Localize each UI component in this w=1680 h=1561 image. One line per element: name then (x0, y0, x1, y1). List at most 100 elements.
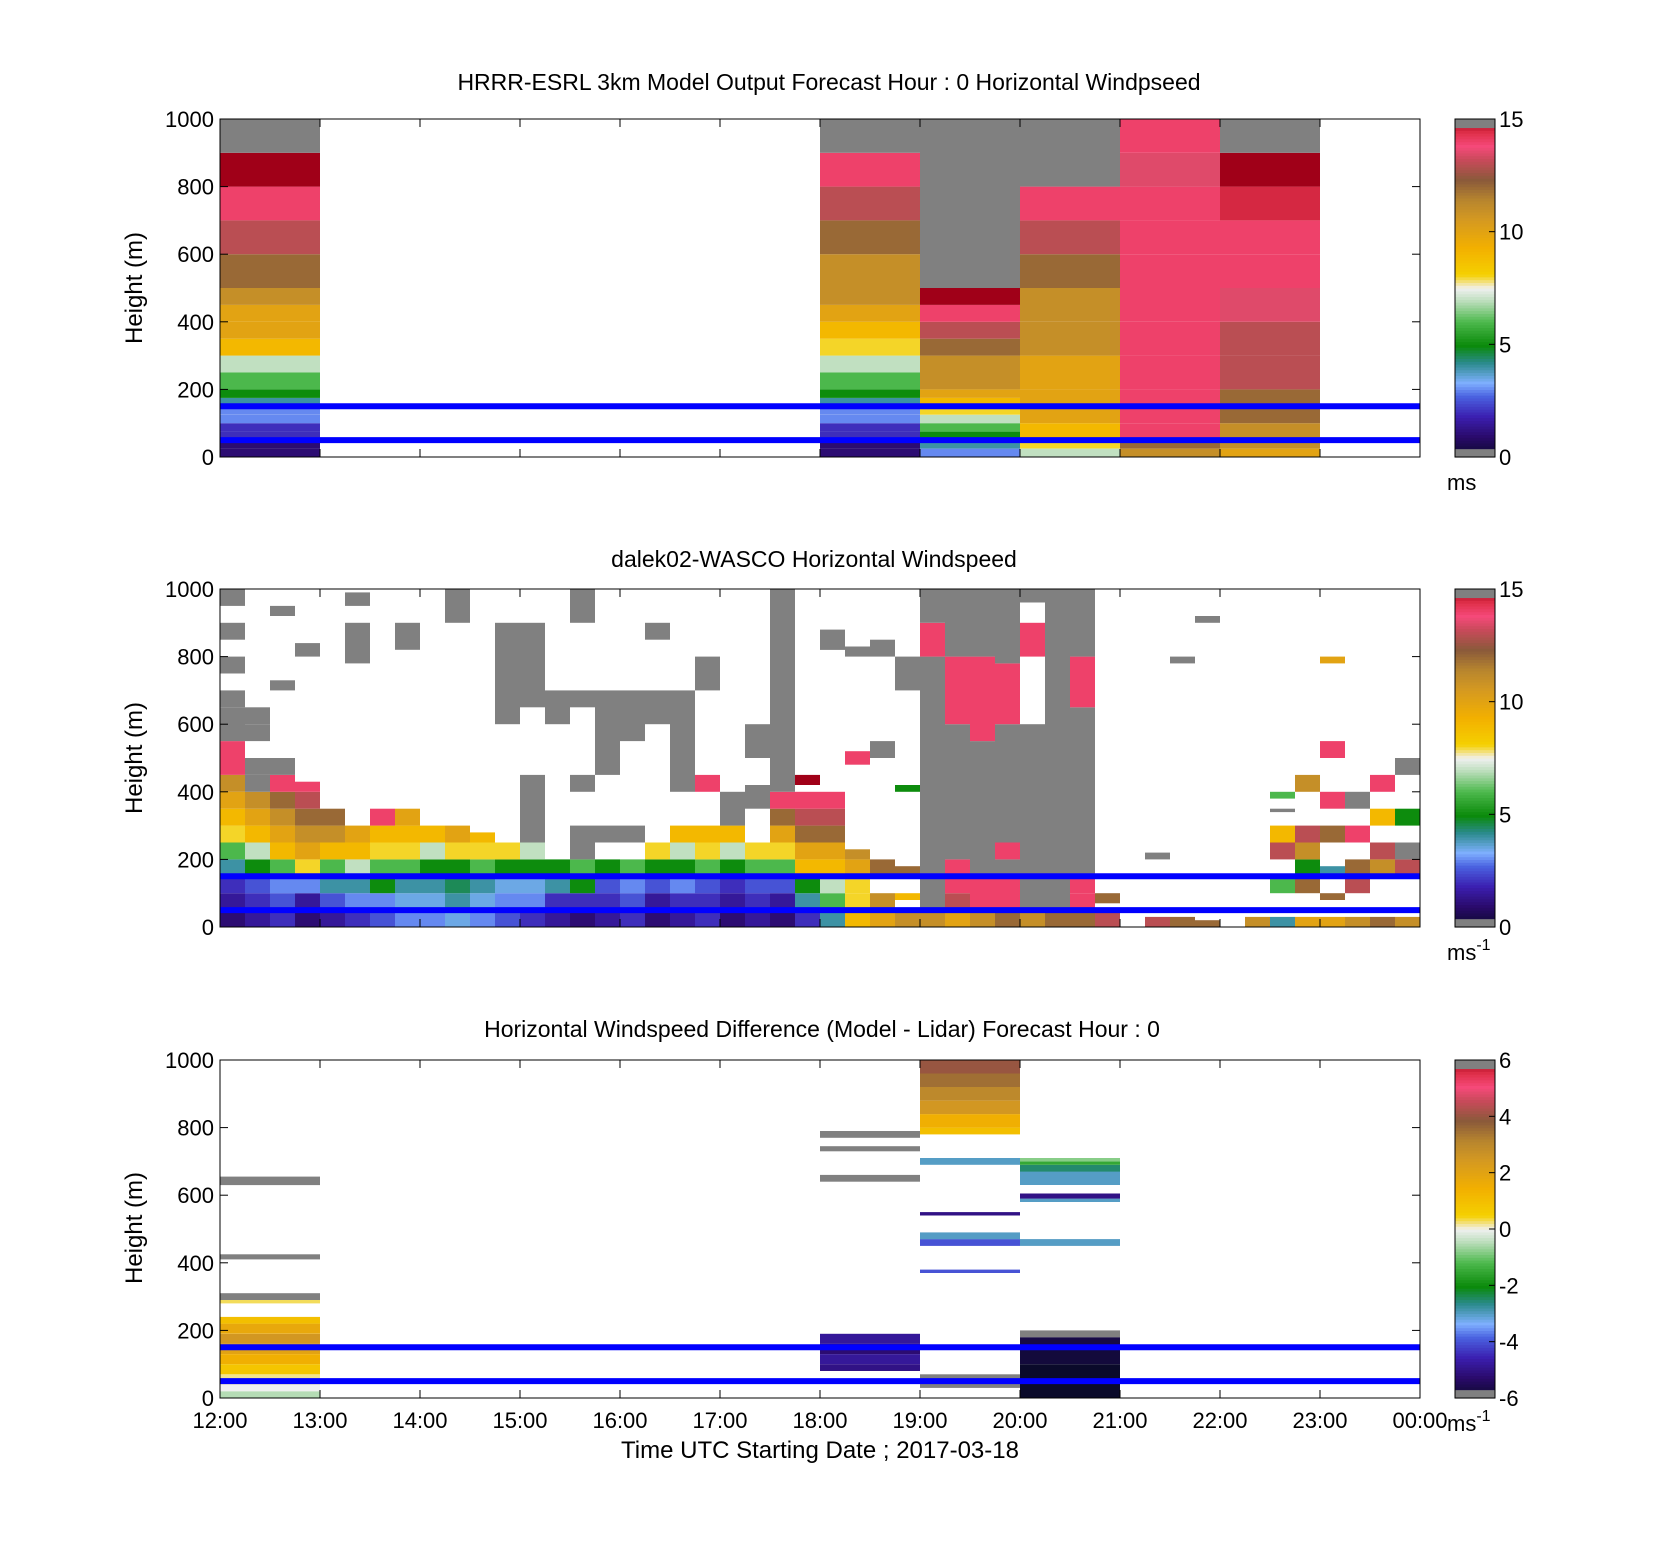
heatmap-cell (1045, 876, 1070, 911)
colorbar-segment (1455, 158, 1495, 162)
heatmap-cell (470, 842, 495, 860)
heatmap-cell (1020, 1171, 1120, 1185)
heatmap-cell (220, 1316, 320, 1324)
heatmap-cell (1020, 220, 1120, 255)
colorbar-segment (1455, 1096, 1495, 1101)
colorbar-segment (1455, 431, 1495, 436)
colorbar-segment (1455, 608, 1495, 613)
colorbar-segment (1455, 924, 1495, 928)
colorbar-segment (1455, 178, 1495, 182)
colorbar-segment (1455, 383, 1495, 388)
colorbar-segment (1455, 1186, 1495, 1191)
colorbar-segment (1455, 338, 1495, 343)
heatmap-cell (595, 910, 620, 927)
colorbar-segment (1455, 645, 1495, 649)
y-tick-label: 800 (177, 175, 214, 200)
colorbar-segment (1455, 1352, 1495, 1357)
heatmap-cell (220, 825, 245, 843)
colorbar-segment (1455, 1074, 1495, 1078)
colorbar-segment (1455, 867, 1495, 872)
colorbar-segment (1455, 127, 1495, 131)
heatmap-cell (295, 910, 320, 927)
colorbar-segment (1455, 355, 1495, 360)
heatmap-cell (870, 639, 895, 657)
panel-lidar-title: dalek02-WASCO Horizontal Windspeed (611, 546, 1017, 572)
heatmap-cell (1370, 859, 1395, 877)
colorbar-segment (1455, 200, 1495, 205)
colorbar-tick-label: 4 (1499, 1104, 1511, 1129)
heatmap-cell (370, 910, 395, 927)
colorbar-segment (1455, 1085, 1495, 1089)
colorbar-segment (1455, 366, 1495, 371)
heatmap-cell (1370, 808, 1395, 826)
heatmap-cell (920, 321, 1020, 339)
colorbar-segment (1455, 1367, 1495, 1371)
colorbar-segment (1455, 1234, 1495, 1239)
colorbar-segment (1455, 138, 1495, 143)
colorbar-segment (1455, 372, 1495, 376)
heatmap-cell (870, 741, 895, 758)
heatmap-cell (295, 791, 320, 809)
colorbar-segment (1455, 327, 1495, 331)
colorbar-segment (1455, 335, 1495, 340)
colorbar-segment (1455, 152, 1495, 157)
heatmap-cell (445, 876, 470, 894)
colorbar-segment (1455, 1392, 1495, 1396)
heatmap-cell (1370, 774, 1395, 792)
colorbar-segment (1455, 409, 1495, 413)
heatmap-cell (1120, 321, 1220, 356)
heatmap-cell (1070, 893, 1095, 911)
colorbar-segment (1455, 1152, 1495, 1157)
heatmap-cell (245, 808, 270, 826)
colorbar-segment (1455, 1316, 1495, 1320)
heatmap-cell (1320, 866, 1345, 877)
colorbar-segment (1455, 1395, 1495, 1399)
heatmap-cell (220, 431, 320, 441)
heatmap-cell (645, 910, 670, 927)
heatmap-cell (820, 414, 920, 424)
heatmap-cell (395, 842, 420, 860)
heatmap-cell (1020, 1164, 1120, 1172)
heatmap-cell (1120, 220, 1220, 255)
heatmap-cell (920, 338, 1020, 356)
colorbar-segment (1455, 1099, 1495, 1103)
heatmap-cell (245, 724, 270, 742)
heatmap-cell (795, 808, 820, 826)
colorbar-segment (1455, 214, 1495, 219)
colorbar-segment (1455, 1138, 1495, 1143)
colorbar-segment (1455, 831, 1495, 835)
heatmap-cell (370, 876, 395, 894)
colorbar-tick-label: 10 (1499, 690, 1523, 715)
heatmap-cell (445, 893, 470, 911)
heatmap-cell (1220, 440, 1320, 449)
heatmap-cell (345, 910, 370, 927)
heatmap-cell (395, 808, 420, 826)
colorbar-segment (1455, 240, 1495, 244)
colorbar-segment (1455, 290, 1495, 295)
heatmap-cell (820, 1174, 920, 1182)
colorbar-segment (1455, 1136, 1495, 1140)
heatmap-cell (920, 431, 1020, 441)
colorbar-unit-exponent: -1 (1476, 1408, 1490, 1425)
colorbar-segment (1455, 1262, 1495, 1267)
colorbar-segment (1455, 1336, 1495, 1340)
heatmap-cell (570, 589, 595, 623)
heatmap-cell (920, 414, 1020, 424)
colorbar-tick-label: 5 (1499, 332, 1511, 357)
colorbar-segment (1455, 217, 1495, 221)
heatmap-cell (820, 448, 920, 457)
heatmap-cell (845, 849, 870, 860)
heatmap-cell (970, 910, 995, 927)
heatmap-cell (620, 910, 645, 927)
heatmap-cell (220, 893, 245, 911)
colorbar-segment (1455, 197, 1495, 202)
colorbar-segment (1455, 597, 1495, 601)
colorbar-segment (1455, 1324, 1495, 1329)
colorbar-segment (1455, 1071, 1495, 1075)
heatmap-cell (820, 186, 920, 221)
colorbar-segment (1455, 1203, 1495, 1208)
heatmap-cell (545, 690, 570, 725)
colorbar-segment (1455, 1305, 1495, 1309)
heatmap-cell (1220, 220, 1320, 255)
heatmap-cell (695, 656, 720, 691)
